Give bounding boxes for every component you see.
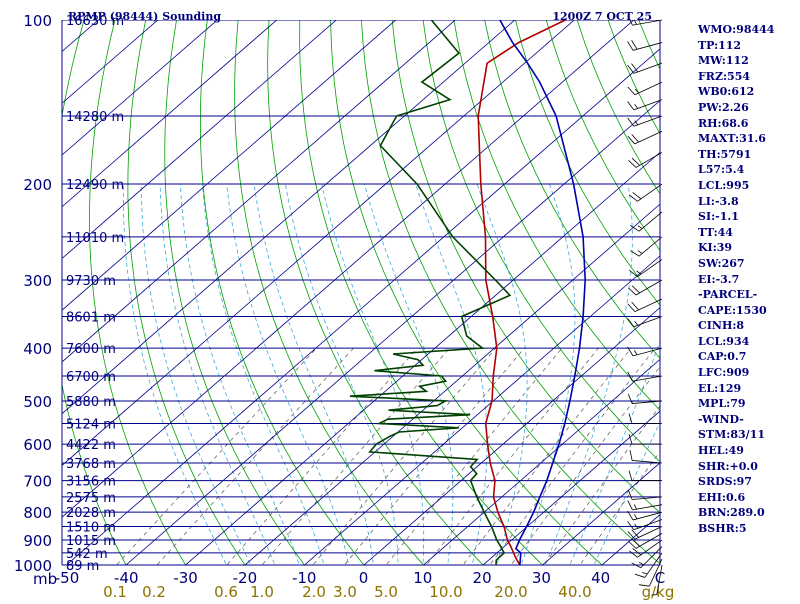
height-label: 3156 m — [66, 475, 116, 490]
temperature-tick-label: 30 — [532, 569, 551, 587]
stat-line: TP:112 — [698, 38, 798, 54]
stat-line: SI:-1.1 — [698, 209, 798, 225]
stat-line: LCL:934 — [698, 334, 798, 350]
height-label: 5880 m — [66, 395, 116, 410]
stat-line: MW:112 — [698, 53, 798, 69]
stat-line: LFC:909 — [698, 365, 798, 381]
stat-line: SW:267 — [698, 256, 798, 272]
temperature-tick-label: 40 — [591, 569, 610, 587]
height-label: 6700 m — [66, 370, 116, 385]
stat-line: MPL:79 — [698, 396, 798, 412]
mixing-ratio-tick-label: 0.2 — [142, 583, 166, 600]
wind-barb-half-flag — [642, 572, 647, 574]
pressure-tick-label: 200 — [23, 176, 52, 194]
stat-line: EL:129 — [698, 381, 798, 397]
pressure-tick-label: 900 — [23, 532, 52, 550]
stat-line: STM:83/11 — [698, 427, 798, 443]
temperature-tick-label: -30 — [173, 569, 198, 587]
pressure-tick-label: 600 — [23, 436, 52, 454]
height-label: 14280 m — [66, 110, 124, 125]
pressure-tick-label: 400 — [23, 340, 52, 358]
stat-line: WMO:98444 — [698, 22, 798, 38]
mixing-ratio-tick-label: 5.0 — [374, 583, 398, 600]
stat-line: LI:-3.8 — [698, 194, 798, 210]
mixing-ratio-tick-label: 10.0 — [429, 583, 462, 600]
mixing-ratio-tick-label: 2.0 — [302, 583, 326, 600]
stat-line: TH:5791 — [698, 147, 798, 163]
height-label: 8601 m — [66, 311, 116, 326]
pressure-axis-label: mb — [33, 570, 57, 588]
stat-line: KI:39 — [698, 240, 798, 256]
mixing-ratio-tick-label: 1.0 — [250, 583, 274, 600]
stat-line: FRZ:554 — [698, 69, 798, 85]
stat-line: CAPE:1530 — [698, 303, 798, 319]
stat-line: -WIND- — [698, 412, 798, 428]
stat-line: EHI:0.6 — [698, 490, 798, 506]
temperature-tick-label: 20 — [473, 569, 492, 587]
stat-line: TT:44 — [698, 225, 798, 241]
sounding-time: 1200Z 7 OCT 25 — [552, 10, 652, 23]
height-label: 9730 m — [66, 274, 116, 289]
height-label: 4422 m — [66, 438, 116, 453]
height-label: 7600 m — [66, 342, 116, 357]
height-label: 12490 m — [66, 178, 124, 193]
stat-line: SHR:+0.0 — [698, 459, 798, 475]
pressure-tick-label: 700 — [23, 473, 52, 491]
pressure-tick-label: 500 — [23, 393, 52, 411]
mixing-ratio-tick-label: 40.0 — [558, 583, 591, 600]
stat-line: LCL:995 — [698, 178, 798, 194]
stat-line: WB0:612 — [698, 84, 798, 100]
stat-line: MAXT:31.6 — [698, 131, 798, 147]
stat-line: HEL:49 — [698, 443, 798, 459]
station-title: RPMP (98444) Sounding — [68, 10, 221, 23]
height-label: 3768 m — [66, 457, 116, 472]
stat-line: CAP:0.7 — [698, 349, 798, 365]
stat-line: BRN:289.0 — [698, 505, 798, 521]
mixing-ratio-tick-label: 0.6 — [214, 583, 238, 600]
temperature-tick-label: 0 — [359, 569, 369, 587]
mixing-ratio-tick-label: 20.0 — [494, 583, 527, 600]
height-label: 2028 m — [66, 506, 116, 521]
stat-line: L57:5.4 — [698, 162, 798, 178]
wind-barb-flag — [635, 574, 645, 577]
stat-line: RH:68.6 — [698, 116, 798, 132]
pressure-tick-label: 800 — [23, 504, 52, 522]
height-label: 2575 m — [66, 491, 116, 506]
mixing-ratio-tick-label: 0.1 — [103, 583, 127, 600]
pressure-tick-label: 100 — [23, 12, 52, 30]
mixing-ratio-tick-label: 3.0 — [333, 583, 357, 600]
stat-line: PW:2.26 — [698, 100, 798, 116]
isotherm — [0, 8, 53, 577]
pressure-tick-label: 300 — [23, 272, 52, 290]
height-label: 89 m — [66, 559, 99, 574]
stat-line: CINH:8 — [698, 318, 798, 334]
height-label: 11010 m — [66, 231, 124, 246]
stat-line: BSHR:5 — [698, 521, 798, 537]
stat-line: EI:-3.7 — [698, 272, 798, 288]
stat-line: SRDS:97 — [698, 474, 798, 490]
height-label: 5124 m — [66, 417, 116, 432]
stat-line: -PARCEL- — [698, 287, 798, 303]
